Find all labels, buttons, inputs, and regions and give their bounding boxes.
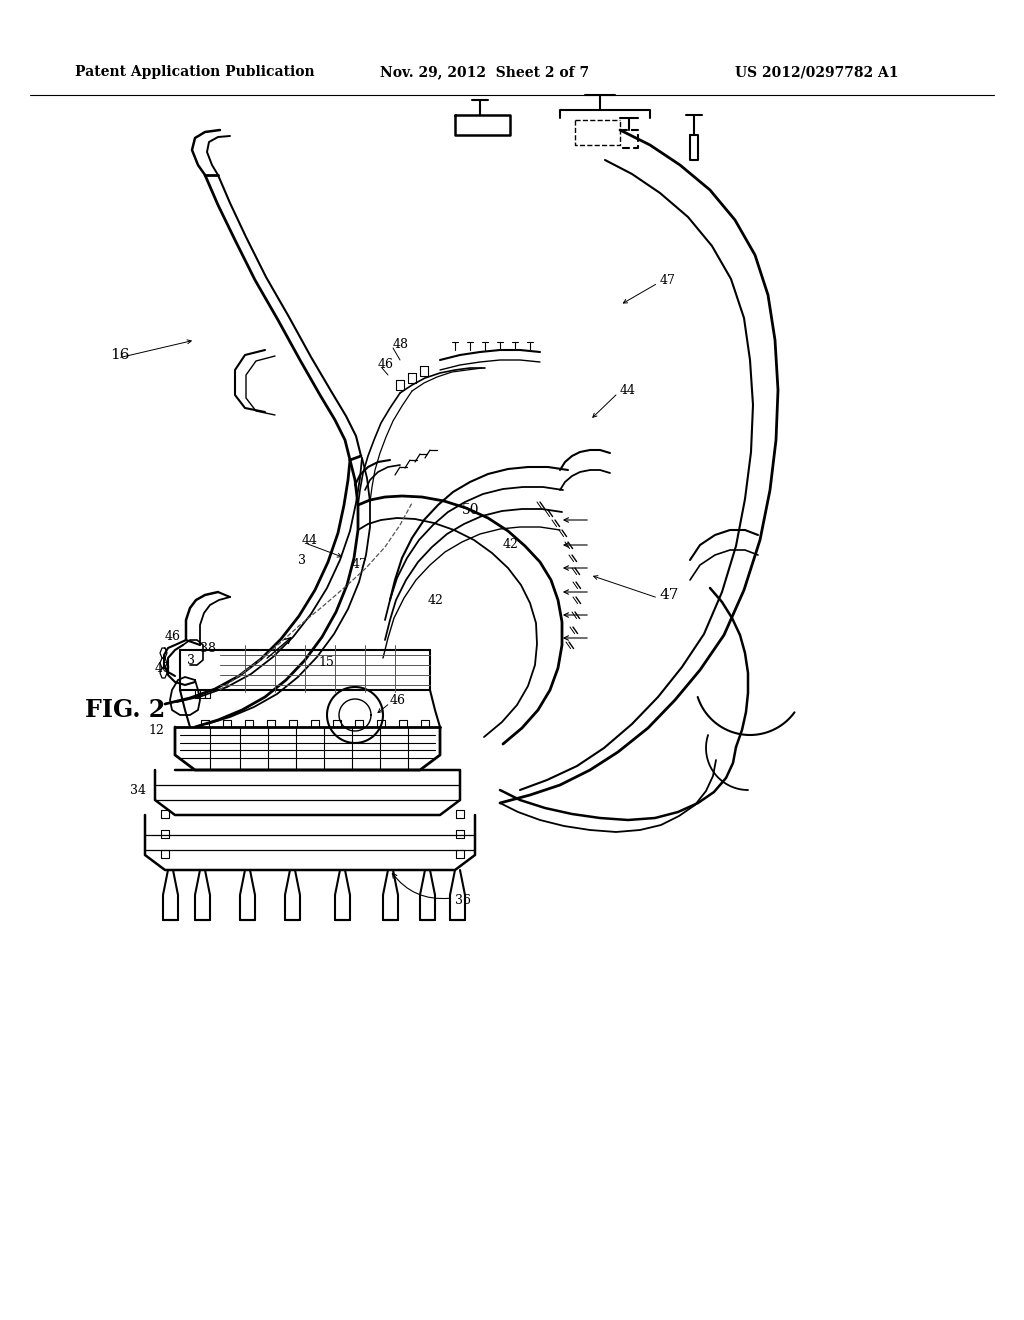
Text: Patent Application Publication: Patent Application Publication xyxy=(75,65,314,79)
Text: 47: 47 xyxy=(660,587,679,602)
Text: 44: 44 xyxy=(620,384,636,396)
Text: 15: 15 xyxy=(318,656,334,668)
Text: 42: 42 xyxy=(503,539,519,552)
Text: 47: 47 xyxy=(660,273,676,286)
Text: 3: 3 xyxy=(187,653,195,667)
Text: Nov. 29, 2012  Sheet 2 of 7: Nov. 29, 2012 Sheet 2 of 7 xyxy=(380,65,589,79)
Text: 46: 46 xyxy=(390,693,406,706)
Text: 47: 47 xyxy=(352,558,368,572)
Text: 38: 38 xyxy=(200,642,216,655)
Text: 34: 34 xyxy=(130,784,146,796)
Text: 48: 48 xyxy=(393,338,409,351)
Text: 36: 36 xyxy=(455,894,471,907)
Text: 16: 16 xyxy=(110,348,129,362)
Text: 44: 44 xyxy=(302,533,318,546)
Text: US 2012/0297782 A1: US 2012/0297782 A1 xyxy=(735,65,898,79)
Text: 40: 40 xyxy=(155,661,171,675)
Text: 12: 12 xyxy=(148,723,164,737)
Text: 46: 46 xyxy=(378,359,394,371)
Text: FIG. 2: FIG. 2 xyxy=(85,698,165,722)
Text: 42: 42 xyxy=(428,594,443,606)
Text: 50: 50 xyxy=(462,503,479,517)
Text: 46: 46 xyxy=(165,631,181,644)
Text: 3: 3 xyxy=(298,553,306,566)
